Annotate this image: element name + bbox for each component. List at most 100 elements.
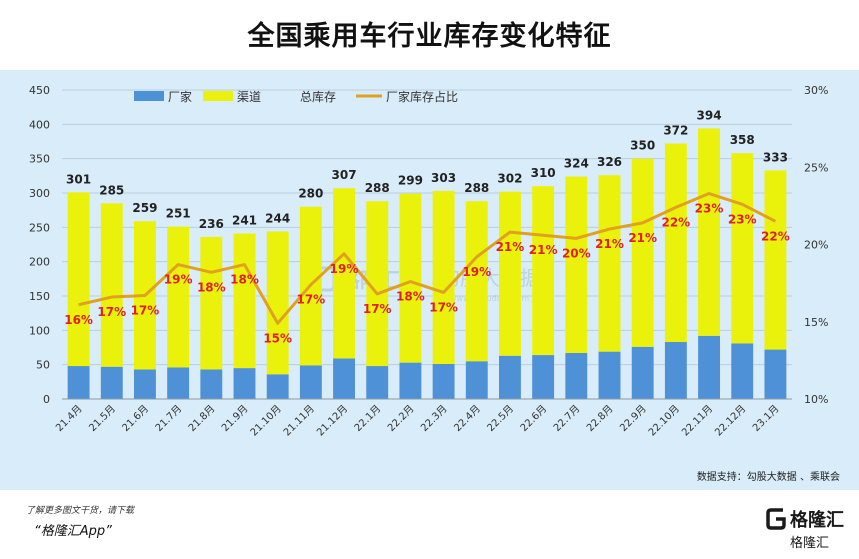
- x-tick-label: 21.12月: [314, 403, 350, 439]
- y-right-tick-label: 25%: [804, 161, 828, 174]
- y-left-tick-label: 450: [29, 84, 50, 97]
- total-label: 358: [730, 133, 755, 147]
- bar-factory: [631, 346, 654, 399]
- header: 全国乘用车行业库存变化特征: [0, 0, 859, 70]
- bar-channel: [200, 236, 223, 370]
- ratio-label: 18%: [396, 290, 425, 304]
- bar-factory: [233, 368, 256, 399]
- brand-sub: 格隆汇: [790, 536, 830, 551]
- x-tick-label: 21.11月: [281, 403, 317, 439]
- total-label: 301: [66, 172, 91, 186]
- legend-channel-label: 渠道: [237, 90, 261, 104]
- ratio-label: 17%: [429, 300, 458, 314]
- ratio-label: 21%: [529, 243, 558, 257]
- ratio-label: 17%: [131, 303, 160, 317]
- total-label: 259: [132, 201, 157, 215]
- bars: [67, 128, 787, 399]
- x-tick-label: 22.10月: [646, 403, 682, 439]
- ratio-label: 22%: [661, 215, 690, 229]
- total-label: 241: [232, 214, 257, 228]
- ratio-label: 18%: [197, 280, 226, 294]
- x-tick-label: 23.1月: [750, 403, 781, 434]
- ratio-label: 20%: [562, 246, 591, 260]
- x-tick-label: 21.9月: [219, 403, 250, 434]
- bar-factory: [565, 352, 588, 399]
- x-tick-label: 21.6月: [120, 403, 151, 434]
- bar-factory: [333, 358, 355, 399]
- bar-channel: [698, 128, 720, 336]
- bar-channel: [100, 203, 123, 367]
- data-labels: 301 285 259 251 236 241 244 280 307 288 299 303 288 3…: [64, 108, 790, 345]
- total-label: 394: [697, 108, 722, 122]
- total-label: 285: [99, 183, 124, 197]
- legend: 厂家 渠道 总库存 厂家库存占比: [134, 89, 458, 104]
- bar-channel: [366, 201, 389, 367]
- legend-ratio-label: 厂家库存占比: [386, 89, 458, 104]
- footer-tip: 了解更多图文干货，请下载: [26, 506, 135, 516]
- bar-channel: [731, 153, 754, 344]
- total-label: 302: [497, 172, 522, 186]
- y-right-tick-label: 15%: [804, 316, 828, 329]
- bar-channel: [764, 170, 787, 350]
- total-label: 310: [531, 166, 556, 180]
- x-tick-label: 22.9月: [618, 403, 649, 434]
- total-label: 280: [298, 187, 323, 201]
- bar-channel: [233, 233, 256, 369]
- brand-logo-icon: [766, 508, 786, 530]
- bar-factory: [532, 355, 555, 399]
- bar-channel: [532, 186, 555, 356]
- bar-channel: [399, 193, 422, 363]
- y-left-tick-label: 350: [29, 153, 50, 166]
- bar-channel: [67, 192, 90, 367]
- ratio-label: 21%: [628, 231, 657, 245]
- inventory-chart: 格隆汇 勾股大数据 www.gogudata.com 3012852592512…: [29, 84, 840, 483]
- x-tick-label: 22.5月: [485, 403, 516, 434]
- ratio-label: 18%: [230, 273, 259, 287]
- ratio-label: 19%: [462, 265, 491, 279]
- y-left-tick-label: 250: [29, 221, 50, 234]
- x-tick-label: 22.1月: [352, 403, 383, 434]
- x-tick-label: 21.8月: [186, 403, 217, 434]
- bar-channel: [499, 191, 521, 356]
- ratio-label: 16%: [64, 313, 93, 327]
- bar-factory: [764, 349, 787, 399]
- bar-channel: [465, 201, 488, 362]
- x-tick-label: 22.8月: [584, 403, 615, 434]
- total-label: 326: [597, 155, 622, 169]
- y-left-tick-label: 400: [29, 118, 50, 131]
- y-left-tick-label: 0: [43, 393, 50, 406]
- y-left-tick-label: 200: [29, 256, 50, 269]
- bar-factory: [499, 355, 521, 399]
- bar-factory: [200, 369, 223, 399]
- bar-channel: [432, 190, 455, 364]
- ratio-label: 21%: [496, 240, 525, 254]
- ratio-label: 19%: [164, 273, 193, 287]
- total-label: 299: [398, 174, 423, 188]
- legend-factory-swatch: [134, 91, 164, 101]
- bar-channel: [598, 175, 621, 352]
- total-label: 251: [166, 207, 191, 221]
- total-label: 350: [630, 139, 655, 153]
- x-tick-label: 22.12月: [713, 403, 749, 439]
- legend-total-label: 总库存: [300, 89, 336, 104]
- total-label: 324: [564, 157, 589, 171]
- total-label: 307: [332, 168, 357, 182]
- x-tick-label: 22.2月: [385, 403, 416, 434]
- ratio-line: [78, 192, 777, 325]
- x-tick-label: 22.3月: [418, 403, 449, 434]
- total-label: 303: [431, 171, 456, 185]
- bar-channel: [266, 231, 289, 375]
- bar-factory: [266, 374, 289, 399]
- total-label: 288: [365, 181, 390, 195]
- ratio-label: 17%: [363, 302, 392, 316]
- bar-factory: [167, 367, 190, 399]
- bar-factory: [399, 362, 422, 399]
- bar-factory: [698, 335, 720, 399]
- ratio-label: 17%: [97, 305, 126, 319]
- x-tick-label: 21.7月: [153, 403, 184, 434]
- y-right-tick-label: 30%: [804, 84, 828, 97]
- ratio-label: 23%: [695, 202, 724, 216]
- x-tick-label: 22.6月: [518, 403, 549, 434]
- total-label: 372: [663, 124, 688, 138]
